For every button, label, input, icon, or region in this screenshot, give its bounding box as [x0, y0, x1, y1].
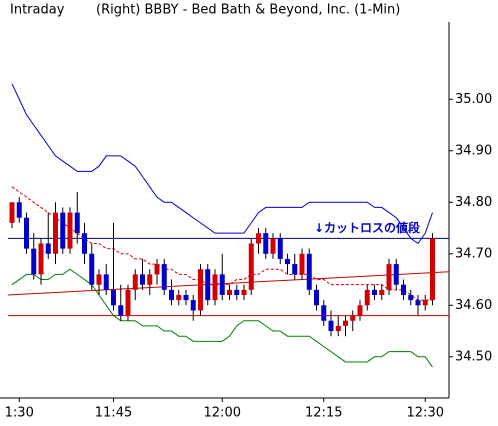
- candle-body: [89, 253, 95, 285]
- candle-body: [357, 305, 363, 316]
- candle-body: [415, 300, 421, 306]
- candle-body: [321, 305, 327, 321]
- candle-body: [140, 274, 145, 285]
- chart-subtitle: (Right) BBBY - Bed Bath & Beyond, Inc. (…: [96, 3, 400, 18]
- candle-body: [422, 300, 428, 306]
- candle-body: [328, 320, 334, 332]
- candle-body: [16, 202, 22, 218]
- candle-body: [132, 274, 138, 290]
- candle-body: [198, 269, 203, 311]
- chart-title: Intraday: [10, 3, 65, 18]
- y-tick-label: 34.50: [455, 349, 492, 364]
- candle-body: [227, 289, 232, 295]
- candle-body: [219, 274, 225, 295]
- candle-body: [292, 264, 298, 275]
- upper-band: [11, 83, 433, 245]
- candle-body: [306, 253, 312, 290]
- candle-body: [343, 320, 348, 326]
- candle-body: [154, 264, 160, 275]
- candle-body: [82, 233, 87, 254]
- candle-body: [248, 243, 254, 290]
- candle-body: [364, 289, 370, 306]
- candle-body: [430, 238, 435, 301]
- lower-band: [11, 268, 433, 368]
- trend-line: [7, 271, 450, 296]
- candle-body: [234, 289, 240, 295]
- candle-body: [190, 300, 196, 311]
- candle-body: [96, 274, 102, 285]
- candle-body: [103, 274, 109, 290]
- candle-body: [60, 212, 66, 249]
- y-tick-label: 35.00: [455, 92, 492, 107]
- candle-body: [183, 294, 189, 301]
- candle-body: [277, 238, 283, 259]
- candle-body: [212, 274, 218, 301]
- x-tick-label: 12:30: [407, 406, 444, 421]
- candle-body: [161, 264, 167, 290]
- candle-body: [205, 269, 211, 301]
- candle-body: [38, 243, 44, 275]
- candle-body: [53, 212, 58, 254]
- candle-body: [408, 294, 414, 301]
- candle-body: [285, 258, 290, 265]
- candle-body: [256, 233, 261, 244]
- candle-body: [111, 289, 116, 306]
- candle-body: [350, 315, 356, 321]
- y-tick-label: 34.80: [455, 195, 492, 210]
- candle-body: [299, 253, 305, 275]
- candle-body: [372, 289, 377, 295]
- candle-body: [24, 217, 29, 249]
- candle-body: [314, 289, 319, 306]
- candle-body: [147, 274, 153, 285]
- annotation: ↓カットロスの値段: [314, 220, 421, 235]
- x-tick-label: 12:15: [305, 406, 342, 421]
- candle-body: [379, 289, 385, 295]
- y-tick-label: 34.60: [455, 298, 492, 313]
- candle-body: [241, 289, 247, 295]
- candle-body: [386, 264, 392, 290]
- x-tick-label: 1:30: [5, 406, 34, 421]
- candle-body: [31, 248, 37, 275]
- candle-body: [118, 305, 124, 316]
- y-tick-label: 34.70: [455, 246, 492, 261]
- candle-body: [9, 202, 15, 223]
- candle-body: [270, 238, 276, 254]
- candle-body: [335, 325, 341, 332]
- candle-body: [393, 264, 399, 285]
- candle-body: [263, 233, 269, 254]
- candle-body: [125, 289, 131, 316]
- candle-body: [401, 284, 406, 295]
- x-tick-label: 12:00: [204, 406, 241, 421]
- x-tick-label: 11:45: [95, 406, 132, 421]
- y-tick-label: 34.90: [455, 143, 492, 158]
- candle-body: [169, 289, 174, 301]
- candle-body: [45, 243, 51, 254]
- candle-body: [74, 212, 80, 234]
- candle-body: [176, 294, 182, 301]
- candle-body: [67, 212, 73, 249]
